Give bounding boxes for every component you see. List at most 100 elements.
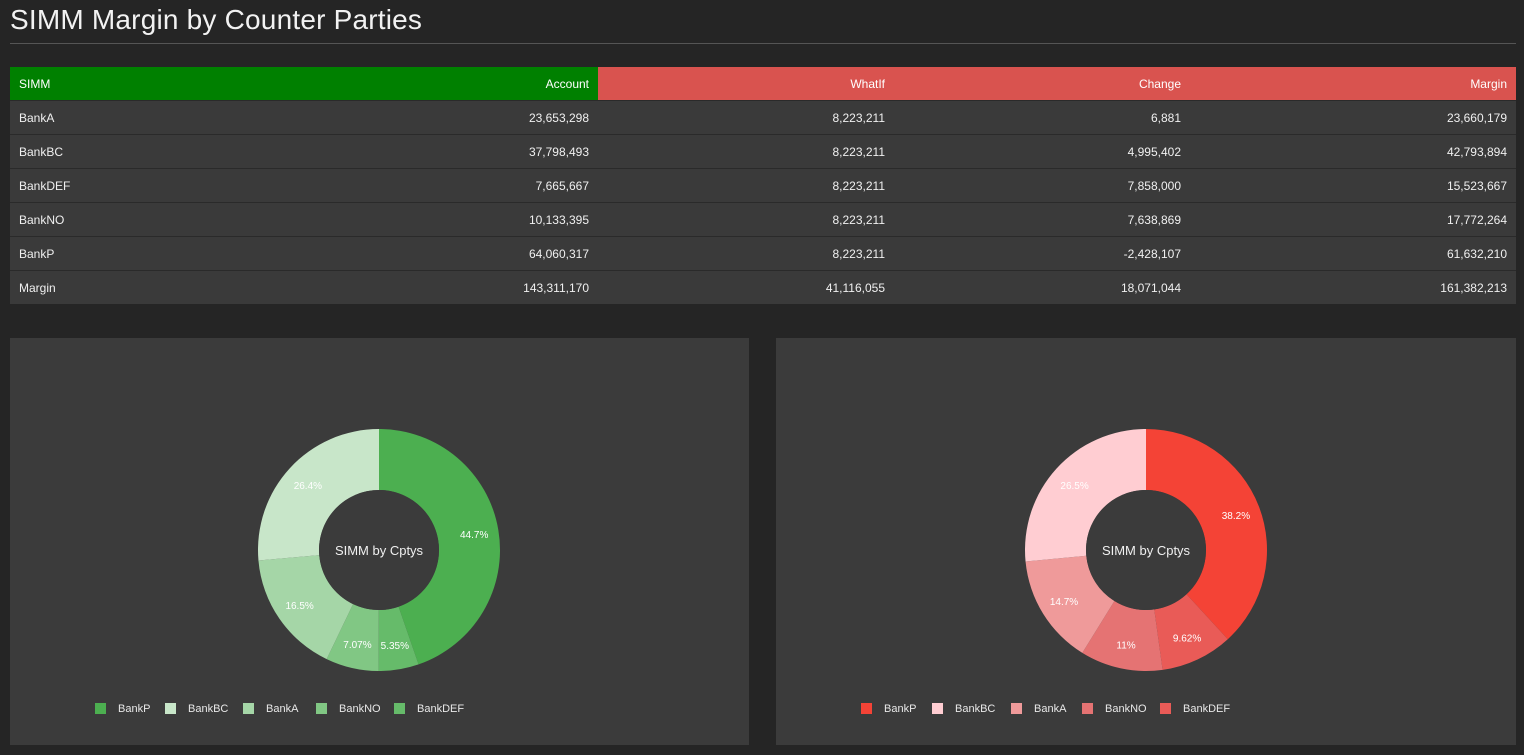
cell-account: 7,665,667 (306, 168, 598, 203)
legend-swatch (1160, 702, 1171, 714)
legend-item-bankbc[interactable]: BankBC (165, 702, 228, 716)
donut-slice-bankp[interactable] (379, 429, 500, 665)
legend-swatch (932, 702, 943, 714)
table-row: BankA 23,653,298 8,223,211 6,881 23,660,… (10, 100, 1516, 135)
donut-slice-bankdef[interactable] (378, 606, 419, 671)
simm-table: SIMM Account WhatIf Change Margin BankA … (10, 67, 1516, 304)
legend-swatch (861, 702, 872, 714)
margin-donut-panel: 38.2% 9.62% 11% 14.7% 26.5% SIMM by Cptys Ban… (776, 338, 1516, 745)
legend-swatch (1082, 702, 1093, 714)
legend-label: BankBC (955, 703, 996, 715)
cell-account: 10,133,395 (306, 202, 598, 237)
donut-slice-bankdef[interactable] (1154, 594, 1228, 670)
legend-swatch (165, 702, 176, 714)
legend-label: BankDEF (417, 703, 465, 715)
legend-label: BankP (118, 703, 151, 715)
cell-margin: 15,523,667 (1190, 168, 1516, 203)
cell-account: 64,060,317 (306, 236, 598, 271)
legend-swatch (1011, 702, 1022, 714)
cell-change: 7,858,000 (894, 168, 1190, 203)
account-donut-chart: 44.7% 5.35% 7.07% 16.5% 26.4% SIMM by Cptys (258, 429, 500, 671)
table-row: BankBC 37,798,493 8,223,211 4,995,402 42… (10, 134, 1516, 169)
cell-cpty: BankBC (10, 134, 306, 169)
legend-label: BankBC (188, 703, 229, 715)
donut-hole (319, 490, 439, 610)
column-header-simm[interactable]: SIMM (10, 67, 306, 101)
donut-slice-bankbc[interactable] (258, 429, 379, 561)
table-row: BankDEF 7,665,667 8,223,211 7,858,000 15… (10, 168, 1516, 203)
cell-margin: 42,793,894 (1190, 134, 1516, 169)
slice-pct-label: 44.7% (460, 530, 488, 541)
slice-pct-label: 5.35% (381, 641, 409, 652)
cell-cpty: Margin (10, 270, 306, 304)
table-row-total: Margin 143,311,170 41,116,055 18,071,044… (10, 270, 1516, 304)
legend-item-bankno[interactable]: BankNO (316, 702, 381, 716)
cell-cpty: BankA (10, 100, 306, 135)
margin-donut-chart: 38.2% 9.62% 11% 14.7% 26.5% SIMM by Cptys (1025, 429, 1267, 671)
legend-item-bankdef[interactable]: BankDEF (394, 702, 464, 716)
legend-label: BankDEF (1183, 703, 1231, 715)
legend-item-bankno[interactable]: BankNO (1082, 702, 1147, 716)
donut-slice-banka[interactable] (1025, 555, 1115, 653)
cell-cpty: BankNO (10, 202, 306, 237)
cell-whatif: 8,223,211 (598, 202, 894, 237)
slice-pct-label: 7.07% (343, 640, 371, 651)
legend-label: BankNO (339, 703, 381, 715)
donut-center-label: SIMM by Cptys (1102, 543, 1191, 558)
cell-change: 7,638,869 (894, 202, 1190, 237)
column-header-change[interactable]: Change (894, 67, 1190, 101)
title-divider (10, 43, 1516, 44)
legend-item-banka[interactable]: BankA (243, 702, 298, 716)
cell-margin: 61,632,210 (1190, 236, 1516, 271)
legend-item-bankbc[interactable]: BankBC (932, 702, 995, 716)
cell-margin: 161,382,213 (1190, 270, 1516, 304)
legend-item-bankp[interactable]: BankP (95, 702, 150, 716)
legend-item-banka[interactable]: BankA (1011, 702, 1066, 716)
cell-account: 23,653,298 (306, 100, 598, 135)
cell-whatif: 8,223,211 (598, 100, 894, 135)
slice-pct-label: 26.4% (294, 481, 322, 492)
legend-item-bankdef[interactable]: BankDEF (1160, 702, 1230, 716)
cell-change: -2,428,107 (894, 236, 1190, 271)
cell-whatif: 41,116,055 (598, 270, 894, 304)
legend-swatch (243, 702, 254, 714)
donut-center-label: SIMM by Cptys (335, 543, 424, 558)
column-header-whatif[interactable]: WhatIf (598, 67, 894, 101)
table-row: BankP 64,060,317 8,223,211 -2,428,107 61… (10, 236, 1516, 271)
legend-swatch (95, 702, 106, 714)
legend-item-bankp[interactable]: BankP (861, 702, 916, 716)
legend-swatch (316, 702, 327, 714)
legend-label: BankA (266, 703, 299, 715)
cell-whatif: 8,223,211 (598, 168, 894, 203)
legend-swatch (394, 702, 405, 714)
slice-pct-label: 14.7% (1050, 597, 1078, 608)
legend-label: BankNO (1105, 703, 1147, 715)
cell-cpty: BankDEF (10, 168, 306, 203)
donut-slice-bankno[interactable] (1082, 601, 1163, 671)
legend-label: BankP (884, 703, 917, 715)
slice-pct-label: 38.2% (1222, 511, 1250, 522)
cell-account: 37,798,493 (306, 134, 598, 169)
cell-change: 4,995,402 (894, 134, 1190, 169)
column-header-account[interactable]: Account (306, 67, 598, 101)
account-donut-panel: 44.7% 5.35% 7.07% 16.5% 26.4% SIMM by Cptys B… (10, 338, 749, 745)
donut-slice-bankno[interactable] (326, 604, 379, 671)
slice-pct-label: 9.62% (1173, 633, 1201, 644)
cell-whatif: 8,223,211 (598, 134, 894, 169)
donut-slice-banka[interactable] (258, 555, 354, 660)
donut-slice-bankbc[interactable] (1025, 429, 1146, 562)
donut-hole (1086, 490, 1206, 610)
cell-change: 6,881 (894, 100, 1190, 135)
legend-label: BankA (1034, 703, 1067, 715)
slice-pct-label: 26.5% (1060, 481, 1088, 492)
cell-cpty: BankP (10, 236, 306, 271)
table-header-row: SIMM Account WhatIf Change Margin (10, 67, 1516, 101)
cell-change: 18,071,044 (894, 270, 1190, 304)
donut-slice-bankp[interactable] (1146, 429, 1267, 640)
cell-whatif: 8,223,211 (598, 236, 894, 271)
table-row: BankNO 10,133,395 8,223,211 7,638,869 17… (10, 202, 1516, 237)
page-title: SIMM Margin by Counter Parties (10, 4, 423, 35)
cell-margin: 17,772,264 (1190, 202, 1516, 237)
slice-pct-label: 16.5% (285, 601, 313, 612)
column-header-margin[interactable]: Margin (1190, 67, 1516, 101)
